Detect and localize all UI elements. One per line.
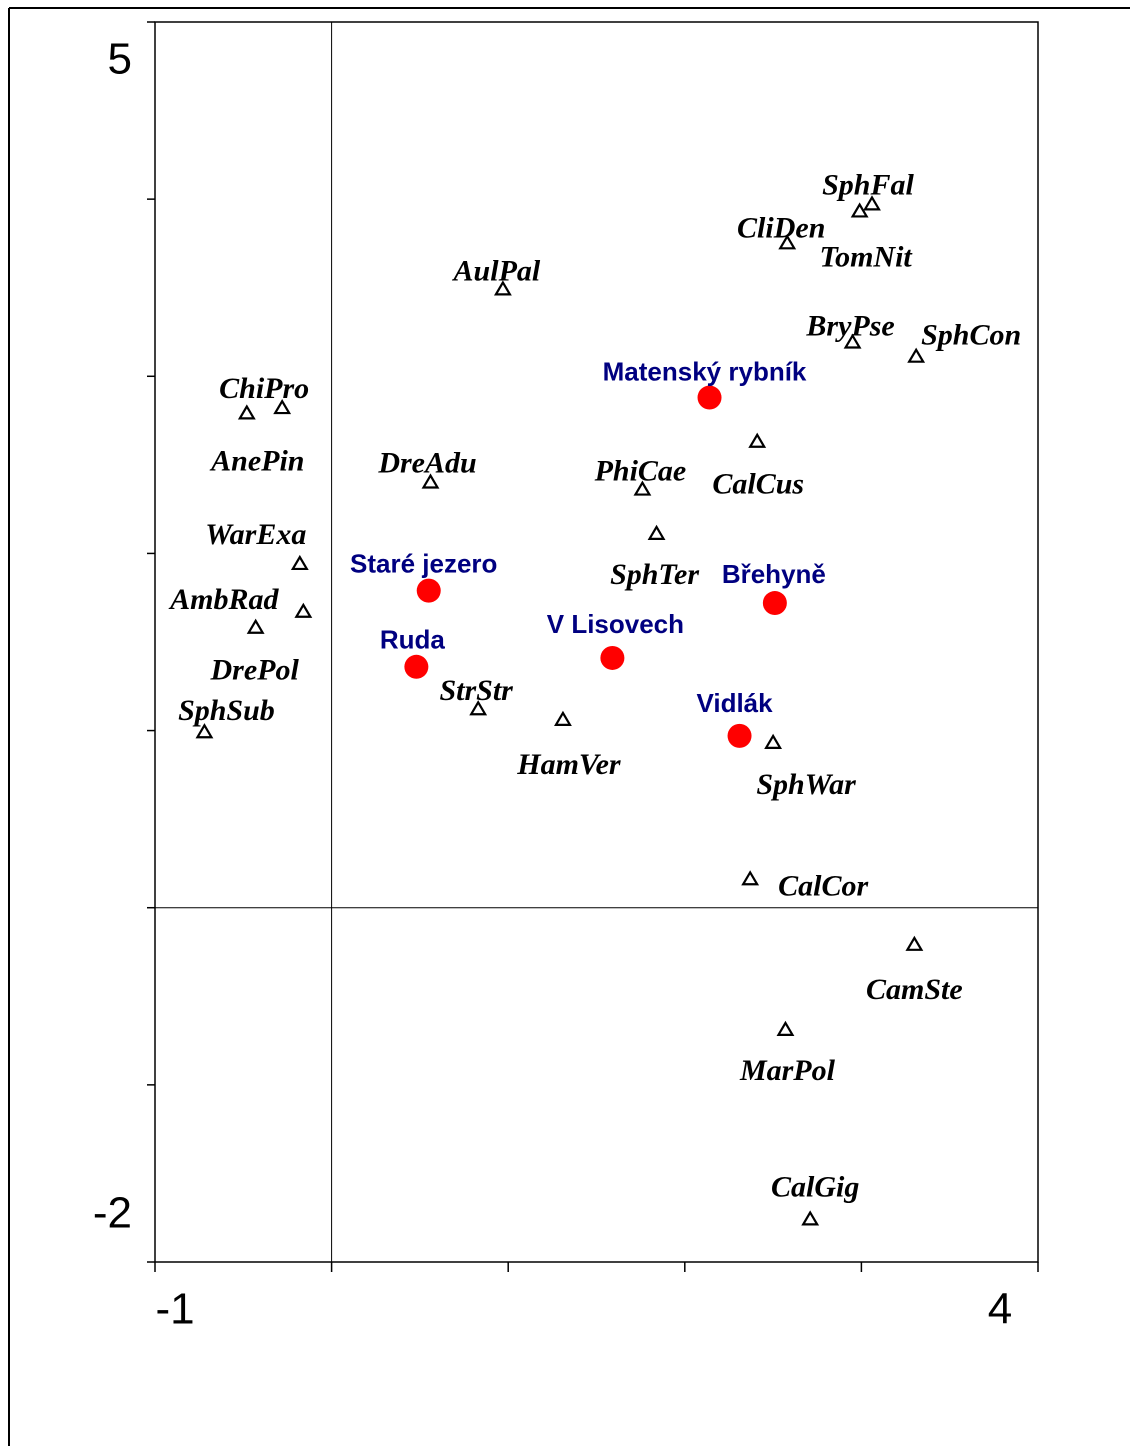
species-label: TomNit [820, 240, 914, 273]
species-point [741, 870, 760, 886]
species-label: MarPol [739, 1054, 836, 1087]
species-label: AmbRad [168, 583, 279, 616]
species-point [647, 524, 666, 540]
species-point [633, 480, 652, 496]
species-point [195, 723, 214, 739]
site-label: Vidlák [696, 688, 773, 718]
site-label: Ruda [380, 625, 446, 655]
site-label: Staré jezero [350, 549, 497, 579]
site-label: Břehyně [722, 559, 826, 589]
site-point [727, 723, 752, 748]
species-point [421, 473, 440, 489]
x-tick-label: 4 [988, 1285, 1012, 1334]
species-point [469, 700, 488, 716]
species-label: CalCus [712, 468, 804, 501]
site-point [697, 385, 722, 410]
species-label: DrePol [209, 654, 299, 687]
species-point [294, 602, 313, 618]
species-label: SphTer [610, 558, 699, 591]
species-point [801, 1210, 820, 1226]
site-label: V Lisovech [547, 609, 684, 639]
species-point [237, 404, 256, 420]
species-label: CliDen [737, 211, 825, 244]
site-point [404, 654, 429, 679]
species-point [290, 554, 309, 571]
species-label: PhiCae [594, 455, 687, 488]
y-tick-label: 5 [108, 35, 132, 84]
site-point [600, 645, 625, 670]
species-point [493, 280, 512, 296]
plot-frame [154, 21, 1039, 1263]
site-label: Matenský rybník [603, 356, 807, 386]
species-point [764, 733, 783, 749]
species-point [246, 618, 265, 634]
species-label: HamVer [516, 748, 621, 781]
site-point [762, 591, 787, 616]
species-label: ChiPro [219, 372, 309, 405]
species-label: WarExa [205, 518, 306, 551]
species-point [905, 935, 924, 951]
species-point [273, 399, 292, 415]
species-label: SphSub [178, 694, 275, 727]
species-point [554, 710, 572, 726]
species-label: CalCor [778, 869, 868, 902]
y-tick-label: -2 [93, 1189, 132, 1238]
species-label: CamSte [866, 973, 963, 1006]
species-label: DreAdu [377, 446, 476, 479]
species-label: AnePin [209, 444, 304, 477]
species-label: BryPse [805, 310, 894, 343]
species-point [778, 234, 797, 250]
species-point [748, 432, 767, 448]
species-point [776, 1020, 795, 1036]
x-tick-label: -1 [155, 1285, 194, 1334]
species-label: SphWar [756, 768, 856, 801]
species-point [863, 195, 881, 211]
species-point [843, 333, 862, 349]
species-label: SphCon [921, 319, 1021, 352]
species-point [907, 347, 926, 363]
species-label: StrStr [439, 674, 513, 707]
species-point [850, 202, 869, 218]
site-point [416, 578, 441, 603]
species-label: SphFal [822, 168, 914, 201]
species-label: AulPal [452, 254, 541, 287]
species-label: CalGig [771, 1170, 859, 1203]
